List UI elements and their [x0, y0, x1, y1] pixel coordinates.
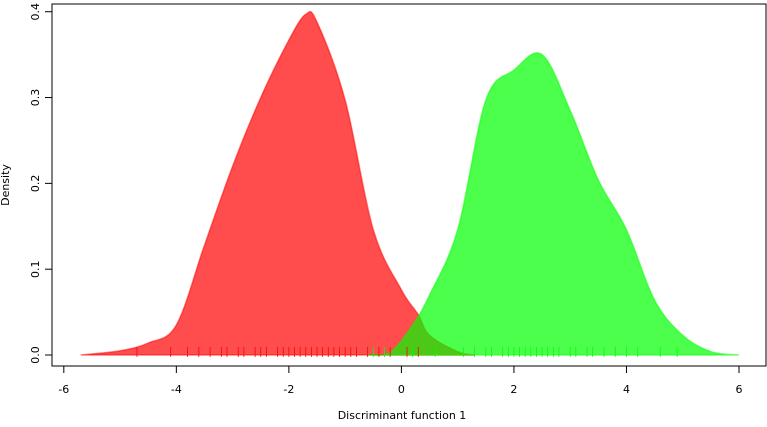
y-tick-label: 0.0 — [29, 346, 42, 364]
x-tick-label: -4 — [171, 383, 182, 396]
density-area — [80, 10, 475, 356]
density-area — [367, 52, 740, 357]
x-axis-label: Discriminant function 1 — [338, 409, 467, 422]
y-tick-label: 0.2 — [29, 175, 42, 193]
y-tick-label: 0.3 — [29, 89, 42, 107]
y-axis-label: Density — [0, 164, 12, 206]
x-tick-label: -2 — [283, 383, 294, 396]
y-tick-label: 0.1 — [29, 260, 42, 278]
x-tick-label: -6 — [58, 383, 69, 396]
x-tick-label: 2 — [510, 383, 517, 396]
x-tick-label: 0 — [398, 383, 405, 396]
x-tick-label: 6 — [735, 383, 742, 396]
x-tick-label: 4 — [623, 383, 630, 396]
y-tick-label: 0.4 — [29, 3, 42, 21]
